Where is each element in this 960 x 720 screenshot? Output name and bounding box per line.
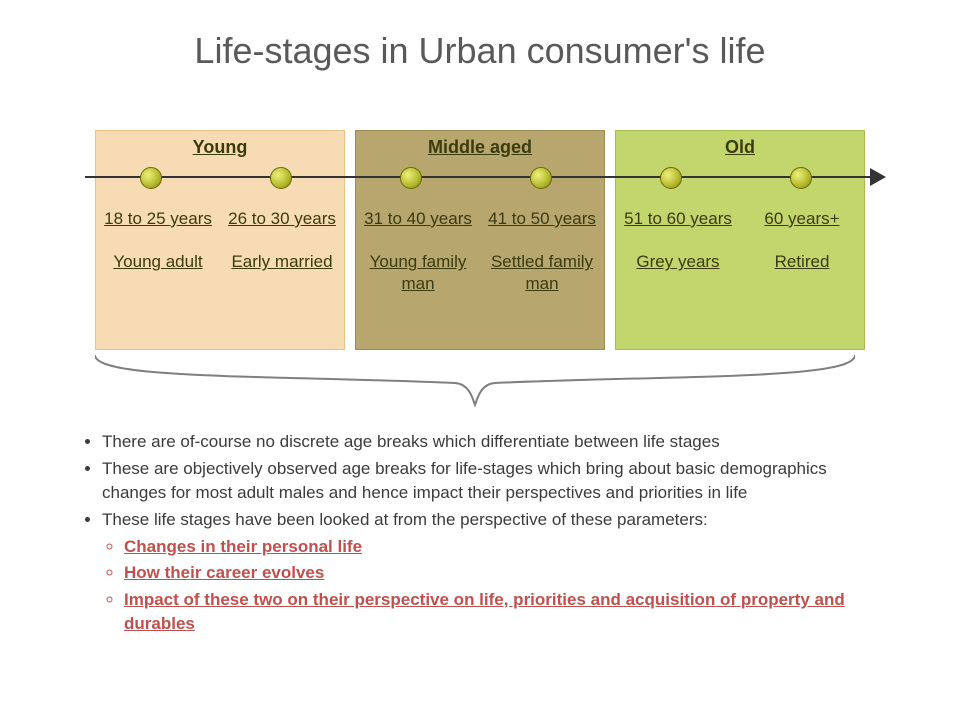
stage-descriptor: Early married (220, 251, 344, 272)
age-range: 26 to 30 years (220, 208, 344, 229)
timeline-arrowhead (870, 168, 886, 186)
stage-columns: 18 to 25 years Young adult 26 to 30 years E… (96, 208, 344, 273)
age-range: 18 to 25 years (96, 208, 220, 229)
stage-columns: 31 to 40 yearsYoung family man41 to 50 y… (356, 208, 604, 294)
stage-descriptor: Young adult (96, 251, 220, 272)
timeline-dot (530, 167, 552, 189)
timeline-dot (140, 167, 162, 189)
bullet-item: These life stages have been looked at fr… (102, 508, 880, 533)
stage-title: Middle aged (356, 137, 604, 158)
stage-column: 41 to 50 years Settled family man (480, 208, 604, 294)
age-range: 41 to 50 years (480, 208, 604, 229)
timeline-axis (85, 176, 875, 178)
stage-descriptor: Settled family man (480, 251, 604, 294)
stage-descriptor: Grey years (616, 251, 740, 272)
stage-columns: 51 to 60 years Grey years 60 years+ Retired (616, 208, 864, 273)
sub-bullets: Changes in their personal lifeHow their … (102, 535, 880, 638)
sub-bullet-item: How their career evolves (124, 561, 880, 586)
main-bullets: There are of-course no discrete age brea… (80, 430, 880, 637)
timeline-dot (270, 167, 292, 189)
stage-box-0: Young18 to 25 yearsYoung adult26 to 30 y… (95, 130, 345, 350)
stage-title: Old (616, 137, 864, 158)
stage-column: 31 to 40 years Young family man (356, 208, 480, 294)
stage-box-1: Middle aged 31 to 40 years Young family ma… (355, 130, 605, 350)
stage-column: 51 to 60 years Grey years (616, 208, 740, 273)
page-title: Life-stages in Urban consumer's life (0, 30, 960, 72)
stage-box-2: Old 51 to 60 years Grey years 60 years+ Reti… (615, 130, 865, 350)
stage-descriptor: Retired (740, 251, 864, 272)
stage-title: Young (96, 137, 344, 158)
curly-brace (95, 355, 855, 415)
age-range: 51 to 60 years (616, 208, 740, 229)
stage-column: 18 to 25 years Young adult (96, 208, 220, 273)
stage-descriptor: Young family man (356, 251, 480, 294)
stage-column: 60 years+ Retired (740, 208, 864, 273)
bullet-item: These are objectively observed age break… (102, 457, 880, 506)
age-range: 31 to 40 years (356, 208, 480, 229)
bullet-item: There are of-course no discrete age brea… (102, 430, 880, 455)
bullet-block: There are of-course no discrete age brea… (80, 430, 880, 639)
sub-bullet-item: Impact of these two on their perspective… (124, 588, 880, 637)
slide: Life-stages in Urban consumer's life You… (0, 0, 960, 720)
timeline-dot (660, 167, 682, 189)
timeline-dot (400, 167, 422, 189)
timeline-dot (790, 167, 812, 189)
stage-column: 26 to 30 years Early married (220, 208, 344, 273)
sub-bullet-item: Changes in their personal life (124, 535, 880, 560)
age-range: 60 years+ (740, 208, 864, 229)
